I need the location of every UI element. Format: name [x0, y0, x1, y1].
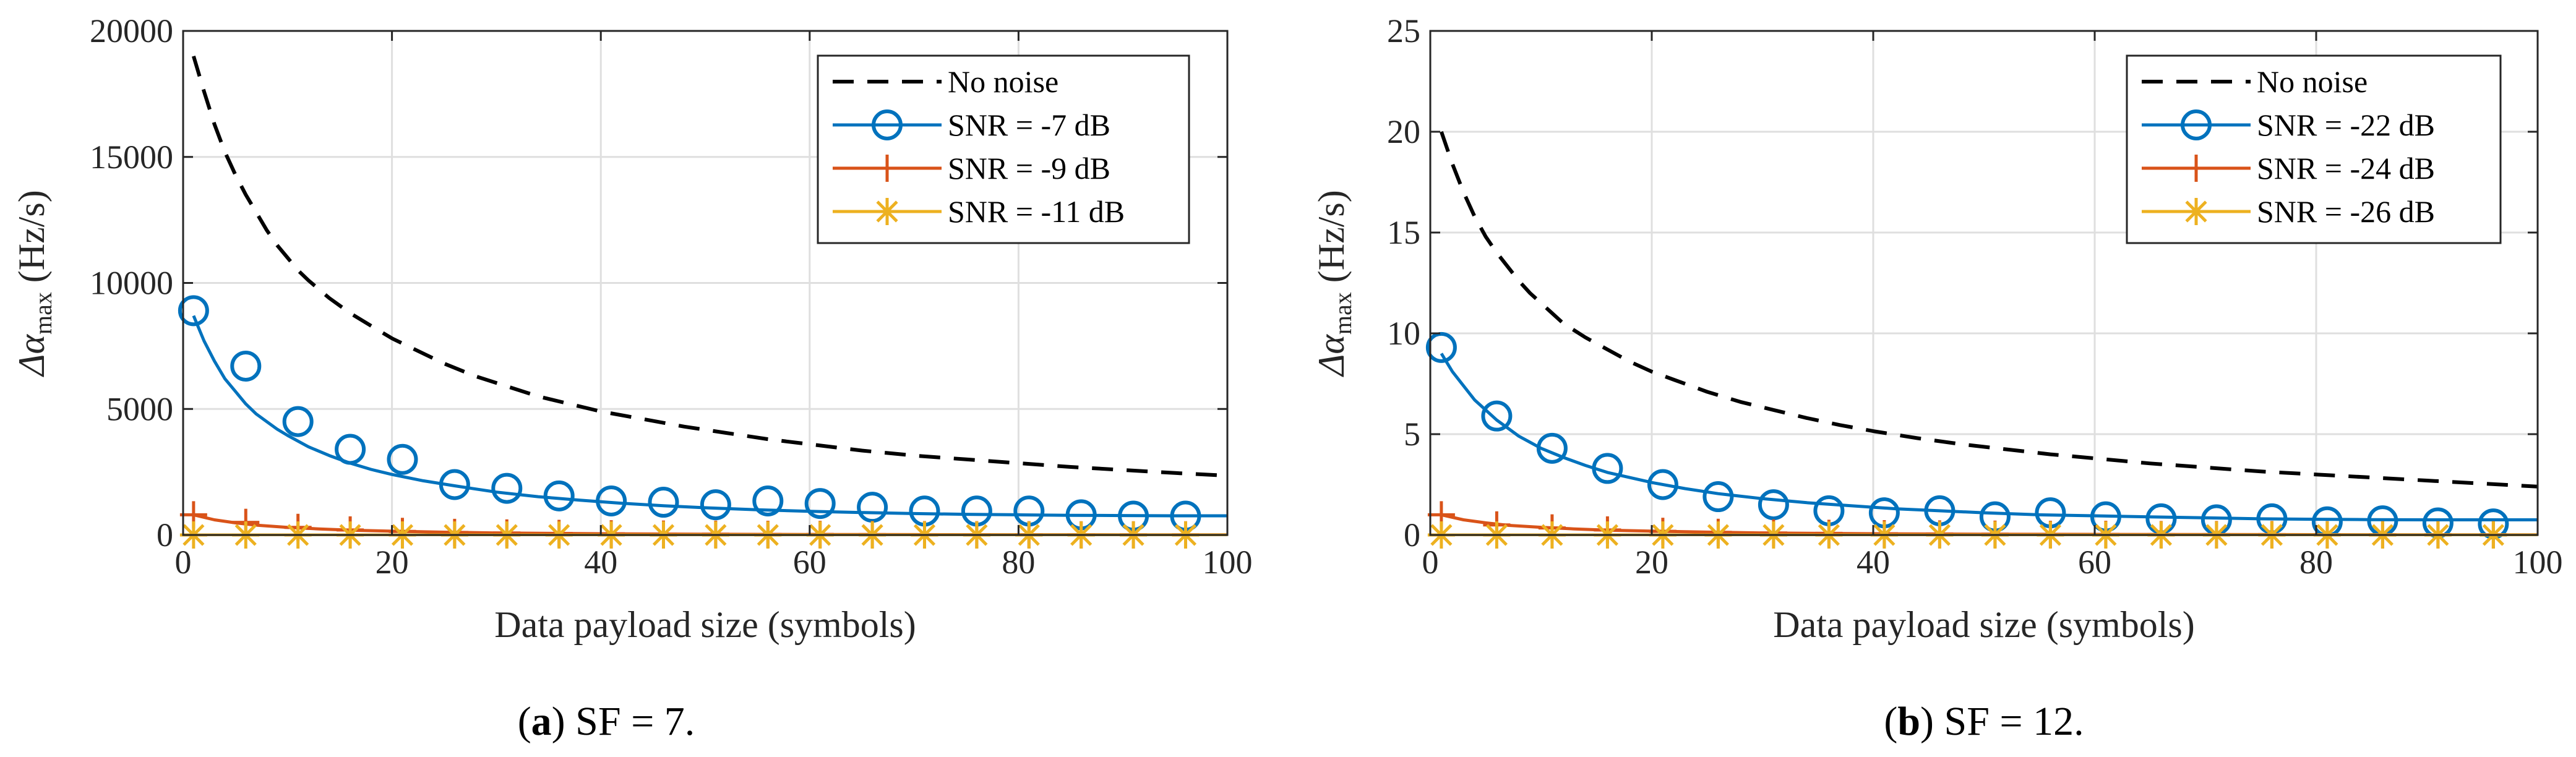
y-axis-label-subscript: max: [1329, 292, 1357, 335]
caption-paren: (: [1884, 699, 1897, 744]
x-tick-label: 60: [793, 544, 826, 581]
x-tick-label: 40: [584, 544, 617, 581]
x-tick-label: 60: [2078, 544, 2111, 581]
series-2-marker: [804, 488, 836, 520]
chart-panel-a: 0 20 40 60 80 100 0 5000 10000 15000 20000 Data pay…: [11, 12, 1253, 744]
series-line-1: [1440, 131, 2538, 489]
legend: No noise SNR = -7 dB SNR = -9 dB SNR = -11 …: [817, 54, 1190, 244]
legend: No noise SNR = -22 dB SNR = -24 dB SNR = -2…: [2126, 54, 2502, 244]
series-line-2: [1440, 353, 2538, 521]
y-tick-label: 5: [1404, 416, 1420, 453]
series-2-marker: [230, 350, 262, 382]
series-2-marker: [543, 480, 575, 511]
series-2-marker: [387, 443, 418, 475]
legend-label-4: SNR = -11 dB: [948, 194, 1125, 229]
y-axis-label-symbol: Δα: [1311, 334, 1352, 377]
panel-caption: (b) SF = 12.: [1884, 699, 2084, 744]
series-2-marker: [178, 295, 209, 327]
y-axis-label-unit: (Hz/s): [1311, 190, 1352, 292]
legend-label-2: SNR = -22 dB: [2257, 108, 2435, 142]
series-2-marker: [1647, 469, 1678, 500]
series-2-marker: [1481, 400, 1513, 432]
legend-label-3: SNR = -24 dB: [2257, 151, 2435, 186]
series-2-marker: [648, 487, 679, 518]
y-tick-label: 0: [1404, 516, 1420, 554]
y-tick-label: 25: [1387, 12, 1420, 49]
legend-marker-2: [2181, 109, 2212, 140]
x-tick-label: 100: [1203, 544, 1253, 581]
legend-marker-4: [874, 198, 901, 225]
y-tick-label: 5000: [106, 390, 173, 427]
y-axis-label-symbol: Δα: [11, 334, 52, 377]
y-axis-label: Δαmax (Hz/s): [1311, 190, 1357, 377]
y-tick-label: 20: [1387, 113, 1420, 150]
series-line-2: [192, 315, 1227, 518]
legend-label-1: No noise: [2257, 64, 2368, 99]
x-tick-label: 0: [1422, 544, 1439, 581]
axes-box: [1429, 30, 2539, 536]
y-tick-label: 20000: [90, 12, 173, 49]
caption-tag: a: [531, 699, 552, 744]
series-2-marker: [491, 473, 523, 504]
x-tick-label: 20: [1635, 544, 1668, 581]
legend-marker-4-d2: [876, 200, 898, 223]
x-axis-label: Data payload size (symbols): [494, 604, 916, 645]
series-line-1: [192, 55, 1227, 478]
series-2-marker: [700, 489, 731, 521]
x-tick-label: 100: [2513, 544, 2563, 581]
series-2-marker: [752, 485, 784, 516]
y-tick-label: 15000: [90, 139, 173, 176]
y-tick-label: 10: [1387, 315, 1420, 352]
y-axis-label-unit: (Hz/s): [11, 190, 52, 292]
series-2-marker: [857, 492, 888, 523]
series-2-marker: [1425, 331, 1457, 363]
legend-label-1: No noise: [948, 64, 1058, 99]
y-axis-label-subscript: max: [29, 292, 57, 335]
series-2-marker: [1592, 453, 1623, 484]
x-tick-label: 0: [175, 544, 192, 581]
y-tick-label: 15: [1387, 214, 1420, 251]
legend-marker-4: [2183, 198, 2210, 225]
series-2-marker: [282, 406, 314, 437]
caption-paren: (: [518, 699, 531, 744]
series-2-marker: [335, 434, 366, 465]
x-tick-label: 80: [1002, 544, 1035, 581]
legend-label-2: SNR = -7 dB: [948, 108, 1110, 142]
x-tick-label: 80: [2299, 544, 2333, 581]
legend-label-4: SNR = -26 dB: [2257, 194, 2435, 229]
legend-label-3: SNR = -9 dB: [948, 151, 1110, 186]
y-tick-label: 0: [157, 516, 173, 554]
y-axis-label: Δαmax (Hz/s): [11, 190, 57, 377]
series-2-marker: [1702, 481, 1734, 513]
series-2-marker: [1758, 489, 1789, 521]
series-2-marker: [596, 485, 627, 516]
y-tick-label: 10000: [90, 265, 173, 302]
series-2-marker: [439, 469, 470, 500]
caption-text: ) SF = 7.: [552, 699, 695, 744]
x-tick-label: 20: [376, 544, 409, 581]
legend-marker-2: [872, 109, 903, 140]
caption-tag: b: [1897, 699, 1920, 744]
x-axis-label: Data payload size (symbols): [1773, 604, 2194, 645]
series-2-marker: [1536, 432, 1568, 464]
x-tick-label: 40: [1857, 544, 1890, 581]
caption-text: ) SF = 12.: [1920, 699, 2084, 744]
legend-marker-4-d2: [2185, 200, 2207, 223]
legend-marker-3: [2183, 155, 2210, 182]
legend-marker-3: [874, 155, 901, 182]
panel-caption: (a) SF = 7.: [518, 699, 695, 744]
chart-panel-b: 0 20 40 60 80 100 0 5 10 15 20 25 Data payload size …: [1311, 12, 2563, 744]
